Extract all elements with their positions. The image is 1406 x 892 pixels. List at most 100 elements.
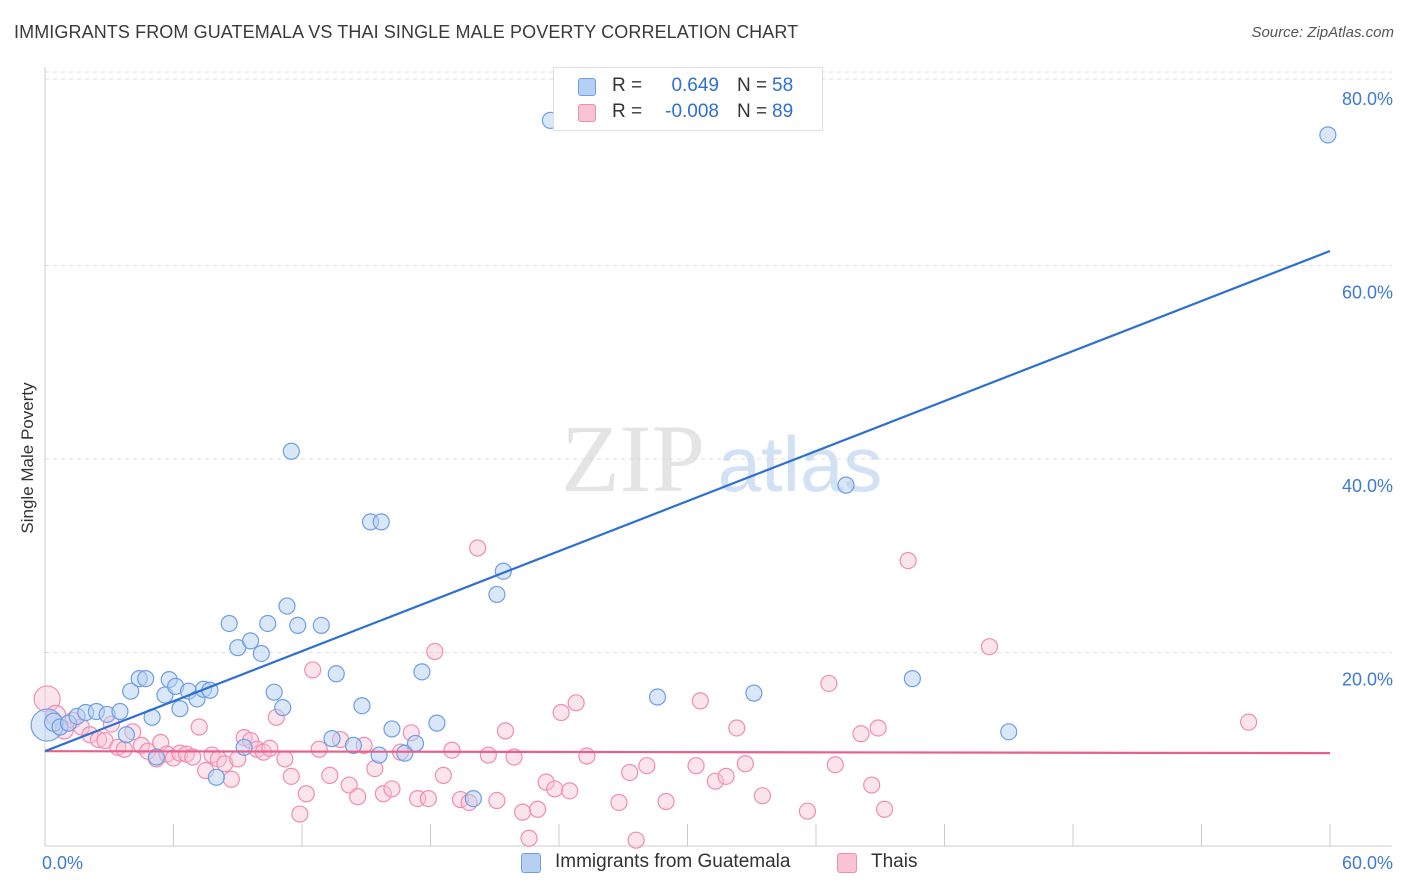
guatemala-point: [289, 616, 307, 635]
legend-r-label: R =: [612, 75, 643, 96]
thais-point: [297, 785, 315, 803]
legend-r-value: 0.649: [671, 75, 719, 96]
guatemala-point: [396, 744, 414, 762]
x-tick-label-max: 60.0%: [1342, 853, 1393, 873]
guatemala-point: [137, 670, 155, 688]
watermark: ZIP atlas: [561, 405, 882, 512]
legend-r-label: R =: [612, 101, 643, 122]
thais-point: [282, 767, 300, 785]
x-tick-label-min: 0.0%: [42, 853, 83, 873]
thais-point: [869, 719, 887, 737]
bottom-legend-swatch-pink: [837, 853, 857, 873]
guatemala-point: [235, 738, 253, 756]
correlation-legend: R = 0.649 N = 58 R = -0.008 N = 89: [553, 67, 823, 131]
guatemala-point: [312, 616, 330, 635]
thais-point: [561, 782, 579, 800]
guatemala-point: [259, 614, 277, 633]
guatemala-point: [428, 714, 446, 732]
legend-n-value: 89: [772, 101, 794, 122]
legend-row-thais: R = -0.008 N = 89: [554, 101, 822, 125]
legend-r-value: -0.008: [665, 101, 719, 122]
guatemala-point: [837, 476, 855, 494]
y-axis-label: Single Male Poverty: [18, 382, 37, 534]
thais-point: [610, 793, 628, 812]
thais-point: [546, 780, 564, 798]
thais-point: [261, 739, 279, 757]
thais-point: [528, 800, 547, 818]
thais-point: [852, 725, 870, 743]
thais-point: [863, 776, 881, 794]
y-tick-label: 80.0%: [1342, 89, 1393, 109]
thais-point: [578, 747, 596, 765]
thais-point: [496, 722, 515, 740]
thais-point: [687, 757, 705, 775]
thais-point: [691, 692, 709, 710]
thais-point: [349, 788, 367, 806]
thais-point: [537, 773, 555, 791]
guatemala-point: [265, 683, 283, 701]
guatemala-point: [323, 730, 341, 748]
guatemala-point: [344, 736, 362, 754]
bottom-legend-label: Thais: [871, 851, 918, 872]
chart-source: Source: ZipAtlas.com: [1251, 24, 1394, 41]
bottom-legend-label: Immigrants from Guatemala: [555, 851, 791, 872]
thais-point: [638, 757, 656, 775]
guatemala-point: [207, 768, 225, 786]
guatemala-point: [413, 663, 431, 681]
thais-point: [190, 718, 208, 736]
legend-swatch-pink: [578, 104, 596, 122]
guatemala-point: [370, 746, 388, 764]
thais-point: [567, 694, 585, 712]
thais-point: [717, 767, 735, 785]
y-tick-label: 60.0%: [1342, 283, 1393, 303]
thais-point: [479, 746, 497, 764]
thais-point: [820, 674, 838, 693]
thais-point: [310, 740, 328, 758]
thais-point: [552, 703, 570, 722]
y-tick-label: 20.0%: [1342, 670, 1393, 690]
guatemala-point: [383, 720, 401, 738]
thais-point: [115, 740, 133, 758]
legend-n-value: 58: [772, 75, 794, 96]
tick-labels: 20.0% 40.0% 60.0% 80.0% 0.0% 60.0%: [42, 89, 1393, 873]
legend-n-label: N =: [737, 75, 768, 96]
thais-point: [89, 730, 108, 749]
guatemala-point: [745, 684, 763, 702]
guatemala-point: [122, 682, 140, 700]
guatemala-point: [464, 789, 482, 808]
guatemala-point: [406, 734, 425, 753]
guatemala-point: [648, 688, 667, 706]
thais-point: [426, 642, 444, 661]
thais-point: [706, 772, 724, 790]
thais-point: [488, 791, 506, 810]
thais-point: [276, 750, 294, 768]
guatemala-point: [274, 699, 292, 717]
watermark-atlas: atlas: [718, 420, 883, 508]
guatemala-point: [372, 513, 390, 531]
guatemala-trend-line: [44, 249, 1331, 753]
thais-point: [222, 770, 240, 788]
guatemala-point: [488, 585, 506, 604]
watermark-zip: ZIP: [561, 405, 705, 512]
thais-point: [469, 539, 487, 557]
thais-point: [899, 551, 917, 570]
guatemala-point: [903, 670, 921, 688]
thais-point: [798, 802, 817, 820]
guatemala-point: [220, 614, 238, 633]
guatemala-point: [252, 644, 270, 663]
guatemala-point: [282, 442, 300, 460]
thais-point: [980, 638, 999, 656]
trend-lines: [44, 249, 1331, 755]
thais-point: [184, 748, 202, 766]
thais-point: [657, 792, 675, 811]
guatemala-point: [353, 697, 371, 715]
thais-point: [171, 744, 189, 762]
guatemala-point: [117, 726, 135, 744]
thais-point: [736, 755, 754, 773]
legend-n-label: N =: [737, 101, 768, 122]
thais-point: [419, 789, 437, 808]
y-tick-label: 40.0%: [1342, 476, 1393, 496]
thais-point: [443, 741, 461, 759]
thais-point: [216, 755, 234, 773]
guatemala-point: [111, 702, 129, 721]
